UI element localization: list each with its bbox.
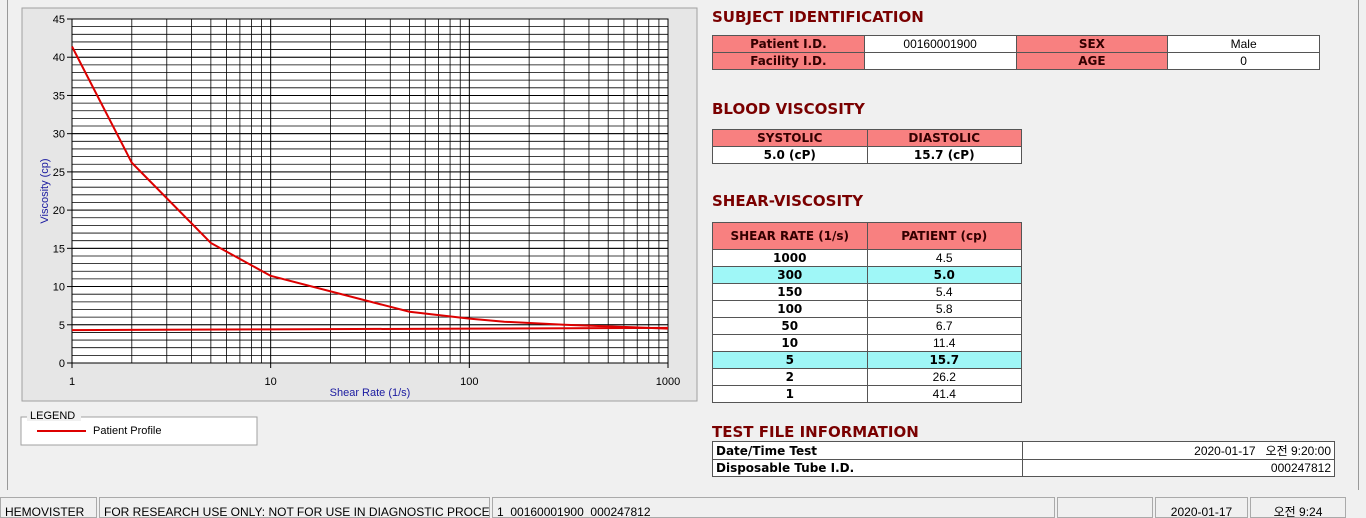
plot-area [71, 18, 669, 364]
section-title: SHEAR-VISCOSITY [712, 192, 864, 210]
viscosity-cell: 4.5 [866, 249, 1022, 267]
x-tick-label: 1 [69, 376, 75, 388]
x-tick-label: 1000 [656, 376, 680, 388]
viscosity-cell: 5.4 [866, 283, 1022, 301]
table-row: 50 6.7 [712, 317, 1022, 335]
field-value: 2020-01-17 오전 9:20:00 [1022, 441, 1335, 460]
viscosity-cell: 5.0 [866, 266, 1022, 284]
shear-rate-cell: 50 [712, 317, 868, 335]
header-cell: SYSTOLIC [712, 129, 868, 147]
field-value: Male [1167, 35, 1320, 53]
field-value: 0 [1167, 52, 1320, 70]
y-tick-label: 0 [59, 358, 65, 370]
field-value: 00160001900 [863, 35, 1017, 53]
table-row: 5 15.7 [712, 351, 1022, 369]
status-cell [1057, 497, 1153, 518]
header-cell: SHEAR RATE (1/s) [712, 222, 868, 250]
field-label: Disposable Tube I.D. [712, 459, 1023, 477]
blood-viscosity-table: SYSTOLIC DIASTOLIC 5.0 (cP) 15.7 (cP) [712, 129, 1022, 164]
shear-rate-cell: 300 [712, 266, 868, 284]
field-label: SEX [1015, 35, 1169, 53]
y-tick-label: 5 [59, 320, 65, 332]
shear-viscosity-table: SHEAR RATE (1/s) PATIENT (cp) 1000 4.5 300 5… [712, 222, 1022, 403]
legend-title-bg [27, 409, 81, 421]
status-cell: 2020-01-17 [1155, 497, 1248, 518]
viscosity-cell: 26.2 [866, 368, 1022, 386]
section-title: BLOOD VISCOSITY [712, 100, 865, 118]
y-tick-label: 35 [53, 90, 65, 102]
value-cell: 5.0 (cP) [712, 146, 868, 164]
viscosity-cell: 6.7 [866, 317, 1022, 335]
y-axis-label: Viscosity (cp) [39, 158, 51, 223]
value-cell: 15.7 (cP) [866, 146, 1022, 164]
table-row: 300 5.0 [712, 266, 1022, 284]
viscosity-cell: 15.7 [866, 351, 1022, 369]
header-cell: DIASTOLIC [866, 129, 1022, 147]
shear-rate-cell: 5 [712, 351, 868, 369]
x-tick-label: 10 [265, 376, 277, 388]
x-tick-label: 100 [460, 376, 478, 388]
field-label: Date/Time Test [712, 441, 1023, 460]
shear-rate-cell: 150 [712, 283, 868, 301]
header-cell: PATIENT (cp) [866, 222, 1022, 250]
window-border [1358, 0, 1359, 490]
subject-table: Patient I.D. 00160001900 SEX Male Facility … [712, 35, 1320, 70]
table-row: 1000 4.5 [712, 249, 1022, 267]
y-tick-label: 25 [53, 167, 65, 179]
viscosity-cell: 5.8 [866, 300, 1022, 318]
table-row: 100 5.8 [712, 300, 1022, 318]
y-tick-label: 15 [53, 243, 65, 255]
x-axis-label: Shear Rate (1/s) [330, 387, 411, 399]
y-tick-label: 40 [53, 52, 65, 64]
shear-rate-cell: 100 [712, 300, 868, 318]
field-label: AGE [1015, 52, 1169, 70]
table-row: 2 26.2 [712, 368, 1022, 386]
shear-rate-cell: 2 [712, 368, 868, 386]
status-cell: 오전 9:24 [1250, 497, 1346, 518]
table-row: 150 5.4 [712, 283, 1022, 301]
data-line [71, 46, 669, 330]
field-value [863, 52, 1017, 70]
shear-rate-cell: 1000 [712, 249, 868, 267]
y-tick-label: 20 [53, 205, 65, 217]
section-title: TEST FILE INFORMATION [712, 423, 919, 441]
window-border [7, 0, 8, 490]
data-line [71, 326, 669, 332]
y-tick-label: 30 [53, 129, 65, 141]
shear-rate-cell: 1 [712, 385, 868, 403]
section-title: SUBJECT IDENTIFICATION [712, 8, 924, 26]
status-cell: HEMOVISTER [0, 497, 97, 518]
shear-rate-cell: 10 [712, 334, 868, 352]
status-cell: FOR RESEARCH USE ONLY: NOT FOR USE IN DI… [99, 497, 490, 518]
viscosity-cell: 41.4 [866, 385, 1022, 403]
y-tick-label: 10 [53, 282, 65, 294]
status-cell: 1 00160001900 000247812 [492, 497, 1055, 518]
field-label: Facility I.D. [712, 52, 865, 70]
table-row: 1 41.4 [712, 385, 1022, 403]
legend-title: LEGEND [30, 410, 75, 422]
field-value: 000247812 [1022, 459, 1335, 477]
table-row: 10 11.4 [712, 334, 1022, 352]
viscosity-cell: 11.4 [866, 334, 1022, 352]
field-label: Patient I.D. [712, 35, 865, 53]
legend-label: Patient Profile [93, 425, 161, 437]
test-file-table: Date/Time Test 2020-01-17 오전 9:20:00 Disp… [712, 441, 1335, 477]
chart: Shear Rate (1/s) Viscosity (cp) LEGEND P… [20, 7, 698, 446]
y-tick-label: 45 [53, 14, 65, 26]
